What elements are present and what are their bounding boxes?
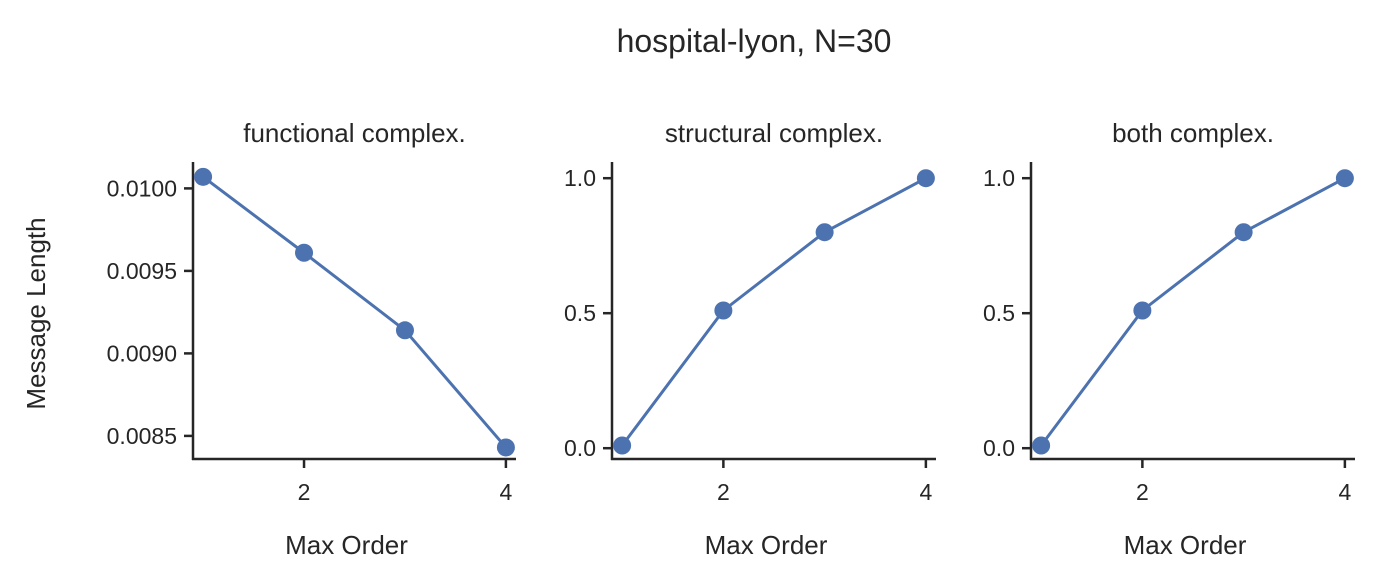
panel-title: both complex.: [1112, 118, 1274, 148]
panel-3: both complex. 0.0 0.5 1.0 2 4 Max Order: [983, 118, 1355, 560]
data-point: [613, 436, 632, 455]
x-tick-label: 4: [1338, 479, 1351, 505]
data-point: [916, 169, 935, 188]
data-point: [295, 243, 314, 262]
x-tick-label: 2: [1136, 479, 1149, 505]
x-axis-label: Max Order: [285, 530, 408, 560]
y-tick-label: 0.5: [983, 300, 1015, 326]
data-point: [395, 321, 414, 340]
y-tick-label: 1.0: [564, 165, 596, 191]
x-tick-label: 4: [500, 479, 513, 505]
y-tick-label: 0.0: [564, 435, 596, 461]
panel-title: structural complex.: [665, 118, 883, 148]
series-line: [202, 175, 508, 449]
y-tick-label: 0.0090: [107, 340, 177, 366]
x-axis-label: Max Order: [1124, 530, 1247, 560]
panel-title: functional complex.: [243, 118, 466, 148]
x-tick-label: 4: [919, 479, 932, 505]
y-tick-label: 0.0085: [107, 423, 177, 449]
panel-2: structural complex. 0.0 0.5 1.0 2 4 Max Order: [564, 118, 936, 560]
figure-title: hospital-lyon, N=30: [617, 23, 892, 59]
x-tick-label: 2: [717, 479, 730, 505]
series-line: [620, 176, 927, 447]
data-point: [815, 223, 834, 242]
data-point: [1234, 223, 1253, 242]
y-tick-label: 0.5: [564, 300, 596, 326]
series-line: [1039, 176, 1346, 447]
y-tick-label: 0.0095: [107, 258, 177, 284]
y-tick-label: 1.0: [983, 165, 1015, 191]
data-point: [714, 301, 733, 320]
data-point: [1133, 301, 1152, 320]
panel-1: functional complex. 0.0085 0.0090 0.0095 0.0…: [21, 118, 516, 560]
y-tick-label: 0.0: [983, 435, 1015, 461]
x-tick-label: 2: [298, 479, 311, 505]
x-axis-label: Max Order: [705, 530, 828, 560]
y-tick-label: 0.0100: [107, 175, 177, 201]
y-axis-label: Message Length: [21, 217, 51, 409]
data-point: [1335, 169, 1354, 188]
data-point: [1032, 436, 1051, 455]
panels: functional complex. 0.0085 0.0090 0.0095 0.0…: [21, 118, 1355, 560]
data-point: [194, 167, 213, 186]
data-point: [496, 438, 515, 457]
